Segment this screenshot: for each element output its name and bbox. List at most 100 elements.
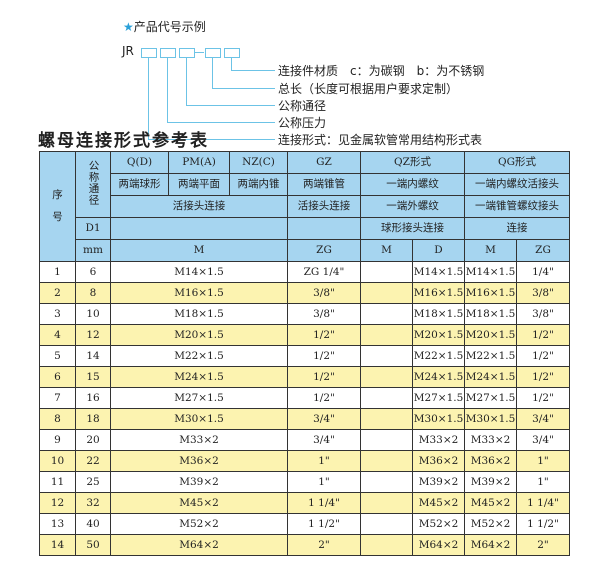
cell-n: 13 <box>39 513 76 535</box>
cell-m: M18×1.5 <box>110 303 288 325</box>
cell-empty <box>360 303 413 325</box>
header-qg-m: M <box>464 239 517 262</box>
cell-qzd: M45×2 <box>412 492 465 514</box>
header-gz2: 两端锥管 <box>287 173 361 196</box>
header-empty <box>287 217 361 240</box>
table-row: 4 12 M20×1.5 1/2" M20×1.5 M20×1.5 1/2" <box>39 324 570 346</box>
header-q2: 两端球形 <box>110 173 169 196</box>
code-box-2 <box>160 48 176 58</box>
cell-n: 12 <box>39 492 76 514</box>
table-row: 14 50 M64×2 2" M64×2 M64×2 2" <box>39 534 570 556</box>
cell-empty <box>360 387 413 409</box>
star-icon: ★ <box>123 20 134 34</box>
cell-qgzg: 1/2" <box>516 345 570 367</box>
header-q: Q(D) <box>110 151 169 174</box>
cell-n: 9 <box>39 429 76 451</box>
leader <box>231 70 275 71</box>
cell-n: 8 <box>39 408 76 430</box>
cell-zg: 3/8" <box>287 303 361 325</box>
table-row: 3 10 M18×1.5 3/8" M18×1.5 M18×1.5 3/8" <box>39 303 570 325</box>
cell-m: M33×2 <box>110 429 288 451</box>
cell-qgzg: 1/2" <box>516 324 570 346</box>
cell-zg: 2" <box>287 534 361 556</box>
header-seq: 序号 <box>39 151 76 262</box>
header-qz3: 一端外螺纹 <box>360 195 465 218</box>
cell-qgm: M24×1.5 <box>464 366 517 388</box>
cell-qgm: M64×2 <box>464 534 517 556</box>
cell-n: 7 <box>39 387 76 409</box>
cell-zg: 1/2" <box>287 345 361 367</box>
cell-empty <box>360 324 413 346</box>
leader <box>231 58 232 71</box>
cell-n: 14 <box>39 534 76 556</box>
cell-d: 25 <box>75 471 111 493</box>
header-nz: NZ(C) <box>229 151 288 174</box>
cell-m: M45×2 <box>110 492 288 514</box>
cell-n: 3 <box>39 303 76 325</box>
header-empty <box>110 217 288 240</box>
cell-d: 8 <box>75 282 111 304</box>
cell-zg: 1 1/2" <box>287 513 361 535</box>
cell-qgm: M18×1.5 <box>464 303 517 325</box>
table-row: 5 14 M22×1.5 1/2" M22×1.5 M22×1.5 1/2" <box>39 345 570 367</box>
cell-qgm: M20×1.5 <box>464 324 517 346</box>
legend-connection: 连接形式：见金属软管常用结构形式表 <box>278 133 483 147</box>
cell-zg: 3/8" <box>287 282 361 304</box>
cell-qgzg: 1/2" <box>516 366 570 388</box>
header-qg: QG形式 <box>464 151 570 174</box>
cell-qgzg: 1/2" <box>516 387 570 409</box>
cell-zg: 1/2" <box>287 324 361 346</box>
cell-d: 40 <box>75 513 111 535</box>
table-row: 8 18 M30×1.5 3/4" M30×1.5 M30×1.5 3/4" <box>39 408 570 430</box>
cell-qgzg: 3/8" <box>516 282 570 304</box>
header-qz2: 一端内螺纹 <box>360 173 465 196</box>
cell-qzd: M36×2 <box>412 450 465 472</box>
cell-m: M16×1.5 <box>110 282 288 304</box>
cell-m: M27×1.5 <box>110 387 288 409</box>
header-qg4: 连接 <box>464 217 570 240</box>
table-row: 7 16 M27×1.5 1/2" M27×1.5 M27×1.5 1/2" <box>39 387 570 409</box>
cell-qgm: M45×2 <box>464 492 517 514</box>
cell-qzd: M52×2 <box>412 513 465 535</box>
cell-qgm: M22×1.5 <box>464 345 517 367</box>
cell-d: 12 <box>75 324 111 346</box>
code-box-3 <box>179 48 195 58</box>
cell-qzd: M22×1.5 <box>412 345 465 367</box>
header-nominal: 公称通径 <box>75 151 111 218</box>
header-gz3: 活接头连接 <box>287 195 361 218</box>
header-union: 活接头连接 <box>110 195 288 218</box>
cell-qgzg: 1 1/2" <box>516 513 570 535</box>
cell-qzd: M64×2 <box>412 534 465 556</box>
cell-zg: 3/4" <box>287 429 361 451</box>
cell-m: M20×1.5 <box>110 324 288 346</box>
legend-length: 总长（长度可根据用户要求定制） <box>278 82 459 96</box>
cell-qgm: M16×1.5 <box>464 282 517 304</box>
cell-qzd: M18×1.5 <box>412 303 465 325</box>
header-qz: QZ形式 <box>360 151 465 174</box>
cell-qgm: M14×1.5 <box>464 261 517 283</box>
code-box-5 <box>224 48 240 58</box>
table-row: 11 25 M39×2 1" M39×2 M39×2 1" <box>39 471 570 493</box>
cell-qgzg: 1" <box>516 471 570 493</box>
cell-qgzg: 3/4" <box>516 429 570 451</box>
cell-n: 2 <box>39 282 76 304</box>
cell-qgm: M39×2 <box>464 471 517 493</box>
cell-zg: 3/4" <box>287 408 361 430</box>
seq-bottom: 号 <box>52 211 63 223</box>
cell-d: 18 <box>75 408 111 430</box>
header-qz4: 球形接头连接 <box>360 217 465 240</box>
cell-m: M22×1.5 <box>110 345 288 367</box>
cell-zg: 1/2" <box>287 366 361 388</box>
cell-qzd: M30×1.5 <box>412 408 465 430</box>
cell-empty <box>360 345 413 367</box>
cell-empty <box>360 261 413 283</box>
header-qg3: 一端锥管螺纹接头 <box>464 195 570 218</box>
cell-qgzg: 3/4" <box>516 408 570 430</box>
table-title: 螺母连接形式参考表 <box>38 131 209 151</box>
cell-m: M52×2 <box>110 513 288 535</box>
leader <box>148 58 149 140</box>
cell-qgzg: 1" <box>516 450 570 472</box>
cell-m: M36×2 <box>110 450 288 472</box>
table-row: 10 22 M36×2 1" M36×2 M36×2 1" <box>39 450 570 472</box>
code-prefix: JR <box>122 44 134 58</box>
